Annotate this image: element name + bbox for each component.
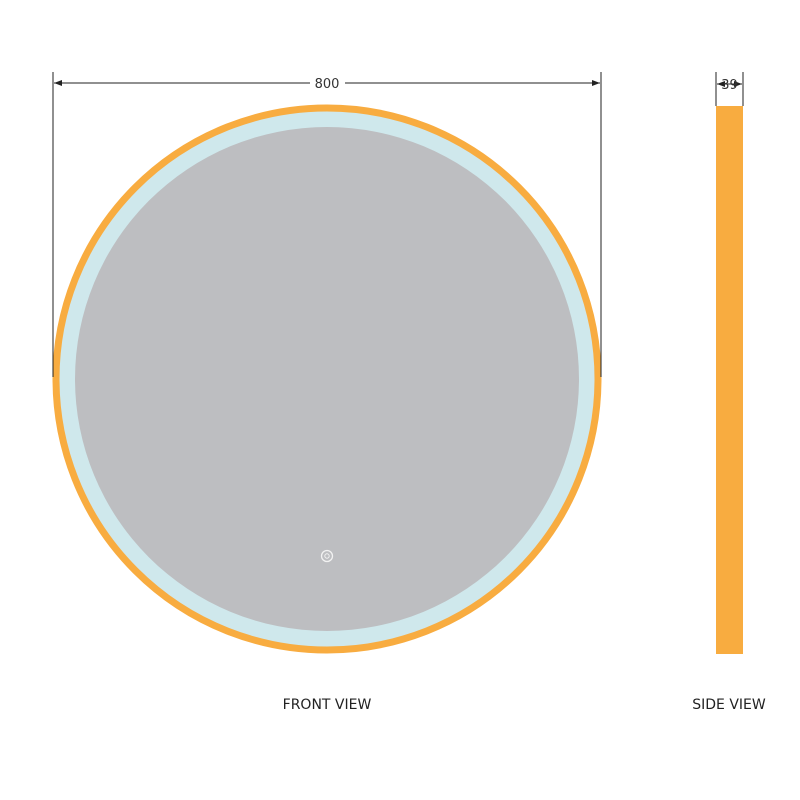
side-view-label: SIDE VIEW (692, 697, 766, 713)
mirror-side-profile (716, 106, 743, 654)
width-dimension: 800 (315, 77, 340, 92)
touch-switch-icon (320, 549, 334, 563)
front-view-label: FRONT VIEW (283, 697, 372, 713)
side-view: 39 SIDE VIEW (692, 72, 766, 713)
depth-dimension: 39 (721, 78, 738, 93)
front-view: 800 FRONT VIEW (52, 72, 602, 713)
mirror-glass (75, 127, 579, 631)
